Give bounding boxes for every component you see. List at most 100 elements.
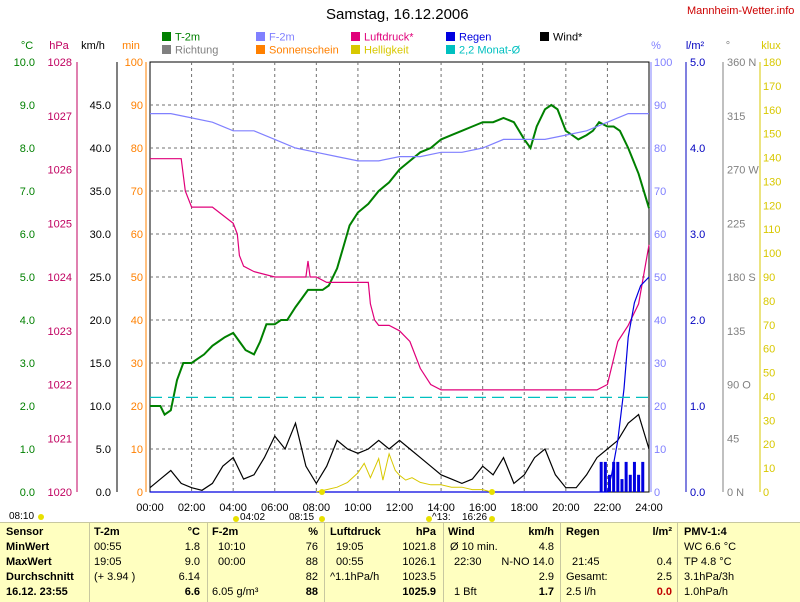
tick-minutes-6: 40 — [131, 315, 143, 327]
tick-direction-8: 0 N — [727, 487, 744, 499]
tick-rain-3: 2.0 — [690, 315, 705, 327]
tick-humidity-9: 10 — [654, 444, 666, 456]
tick-direction-6: 90 O — [727, 380, 751, 392]
tick-minutes-1: 90 — [131, 100, 143, 112]
series-line-5 — [316, 452, 492, 493]
sun-icon-0 — [38, 514, 44, 520]
rain-total-label: Gesamt: — [566, 571, 608, 583]
tick-minutes-7: 30 — [131, 358, 143, 370]
tick-lux-12: 60 — [763, 344, 775, 356]
pmv-trend-1h: 1.0hPa/h — [684, 586, 729, 598]
grid — [150, 62, 649, 492]
tick-humidity-2: 80 — [654, 143, 666, 155]
x-tick-9: 18:00 — [510, 502, 538, 514]
brand-link[interactable]: Mannheim-Wetter.info — [687, 5, 795, 17]
sun-icon-2 — [319, 516, 325, 522]
x-tick-4: 08:00 — [303, 502, 331, 514]
tick-rain-1: 4.0 — [690, 143, 705, 155]
legend-swatch-4 — [351, 32, 360, 41]
tick-rain-2: 3.0 — [690, 229, 705, 241]
tick-temp-7: 3.0 — [20, 358, 35, 370]
sun-marks — [38, 489, 495, 522]
tick-minutes-10: 0 — [137, 487, 143, 499]
tick-wind-4: 25.0 — [90, 272, 111, 284]
tick-direction-0: 360 N — [727, 57, 756, 69]
tick-wind-2: 35.0 — [90, 186, 111, 198]
wind-bft: 1 Bft — [454, 586, 477, 598]
rain-bar-6 — [624, 461, 628, 492]
axis-unit-pressure: hPa — [49, 40, 69, 52]
sun-icon-1 — [233, 516, 239, 522]
row-label-current: 16.12. 23:55 — [6, 586, 68, 598]
right-axes: % l/m² ° klux10090807060504030201005.04.03.… — [650, 40, 781, 499]
legend-swatch-8 — [540, 32, 549, 41]
press-current-value: 1025.9 — [402, 586, 436, 598]
wind-current-value: 1.7 — [538, 586, 554, 598]
row-label-avg: Durchschnitt — [6, 571, 74, 583]
rain-bar-1 — [603, 461, 607, 492]
series-line-4 — [150, 276, 650, 493]
rain-unit: l/m² — [652, 526, 672, 538]
x-tick-7: 14:00 — [427, 502, 455, 514]
tick-temp-0: 10.0 — [14, 57, 35, 69]
temp-min-time: 00:55 — [94, 541, 122, 553]
hum-header: F-2m — [212, 526, 239, 538]
rain-bar-3 — [612, 461, 616, 492]
tick-humidity-6: 40 — [654, 315, 666, 327]
tick-pressure-5: 1023 — [48, 326, 72, 338]
tick-pressure-3: 1025 — [48, 218, 72, 230]
tick-minutes-8: 20 — [131, 401, 143, 413]
legend-label-2: F-2m — [269, 32, 295, 44]
tick-temp-8: 2.0 — [20, 401, 35, 413]
tick-temp-4: 6.0 — [20, 229, 35, 241]
tick-lux-7: 110 — [763, 224, 781, 236]
hum-max-value: 88 — [305, 556, 318, 568]
tick-direction-7: 45 — [727, 433, 739, 445]
page-title: Samstag, 16.12.2006 — [326, 6, 469, 23]
axis-unit-humidity: % — [651, 40, 661, 52]
temp-min-value: 1.8 — [184, 541, 200, 553]
rain-total-value: 2.5 — [656, 571, 672, 583]
temp-current-value: 6.6 — [184, 586, 200, 598]
tick-wind-6: 15.0 — [90, 358, 111, 370]
legend-swatch-7 — [446, 45, 455, 54]
x-tick-0: 00:00 — [136, 502, 164, 514]
press-max-value: 1026.1 — [402, 556, 436, 568]
wind-max-time: 22:30 — [454, 556, 482, 568]
tick-lux-9: 90 — [763, 272, 775, 284]
tick-lux-15: 30 — [763, 415, 775, 427]
tick-rain-0: 5.0 — [690, 57, 705, 69]
table-col-hum: F-2m% 10:10 76 00:00 88 82 6.05 g/m³ 88 — [212, 525, 320, 602]
stats-table: Sensor MinWert MaxWert Durchschnitt 16.1… — [0, 522, 800, 602]
axis-unit-minutes: min — [122, 40, 140, 52]
tick-rain-5: 0.0 — [690, 487, 705, 499]
tick-wind-0: 45.0 — [90, 100, 111, 112]
legend-swatch-2 — [256, 32, 265, 41]
wind-avg-label: Ø 10 min. — [450, 541, 498, 553]
hum-avg-value: 82 — [305, 571, 318, 583]
tick-pressure-7: 1021 — [48, 433, 72, 445]
tick-pressure-4: 1024 — [48, 272, 72, 284]
series-line-0 — [150, 103, 650, 417]
wind-avg10-value: 4.8 — [538, 541, 554, 553]
tick-wind-1: 40.0 — [90, 143, 111, 155]
series-line-1 — [150, 112, 649, 162]
press-unit: hPa — [415, 526, 436, 538]
x-axis: 00:00 02:00 04:00 06:00 08:00 10:00 12:00 14:00… — [136, 502, 663, 514]
rain-bar-4 — [616, 461, 620, 492]
sun-icon-4 — [489, 516, 495, 522]
legend-label-7: 2,2 Monat-Ø — [459, 45, 521, 57]
tick-lux-0: 180 — [763, 57, 781, 69]
tick-lux-13: 50 — [763, 368, 775, 380]
press-header: Luftdruck — [330, 526, 381, 538]
axis-unit-wind: km/h — [81, 40, 105, 52]
temp-max-value: 9.0 — [184, 556, 200, 568]
legend-label-8: Wind* — [553, 32, 583, 44]
rain-bar-9 — [637, 474, 641, 492]
tick-humidity-5: 50 — [654, 272, 666, 284]
tick-minutes-4: 60 — [131, 229, 143, 241]
sensor-header: Sensor — [6, 526, 44, 538]
legend-swatch-0 — [162, 32, 171, 41]
